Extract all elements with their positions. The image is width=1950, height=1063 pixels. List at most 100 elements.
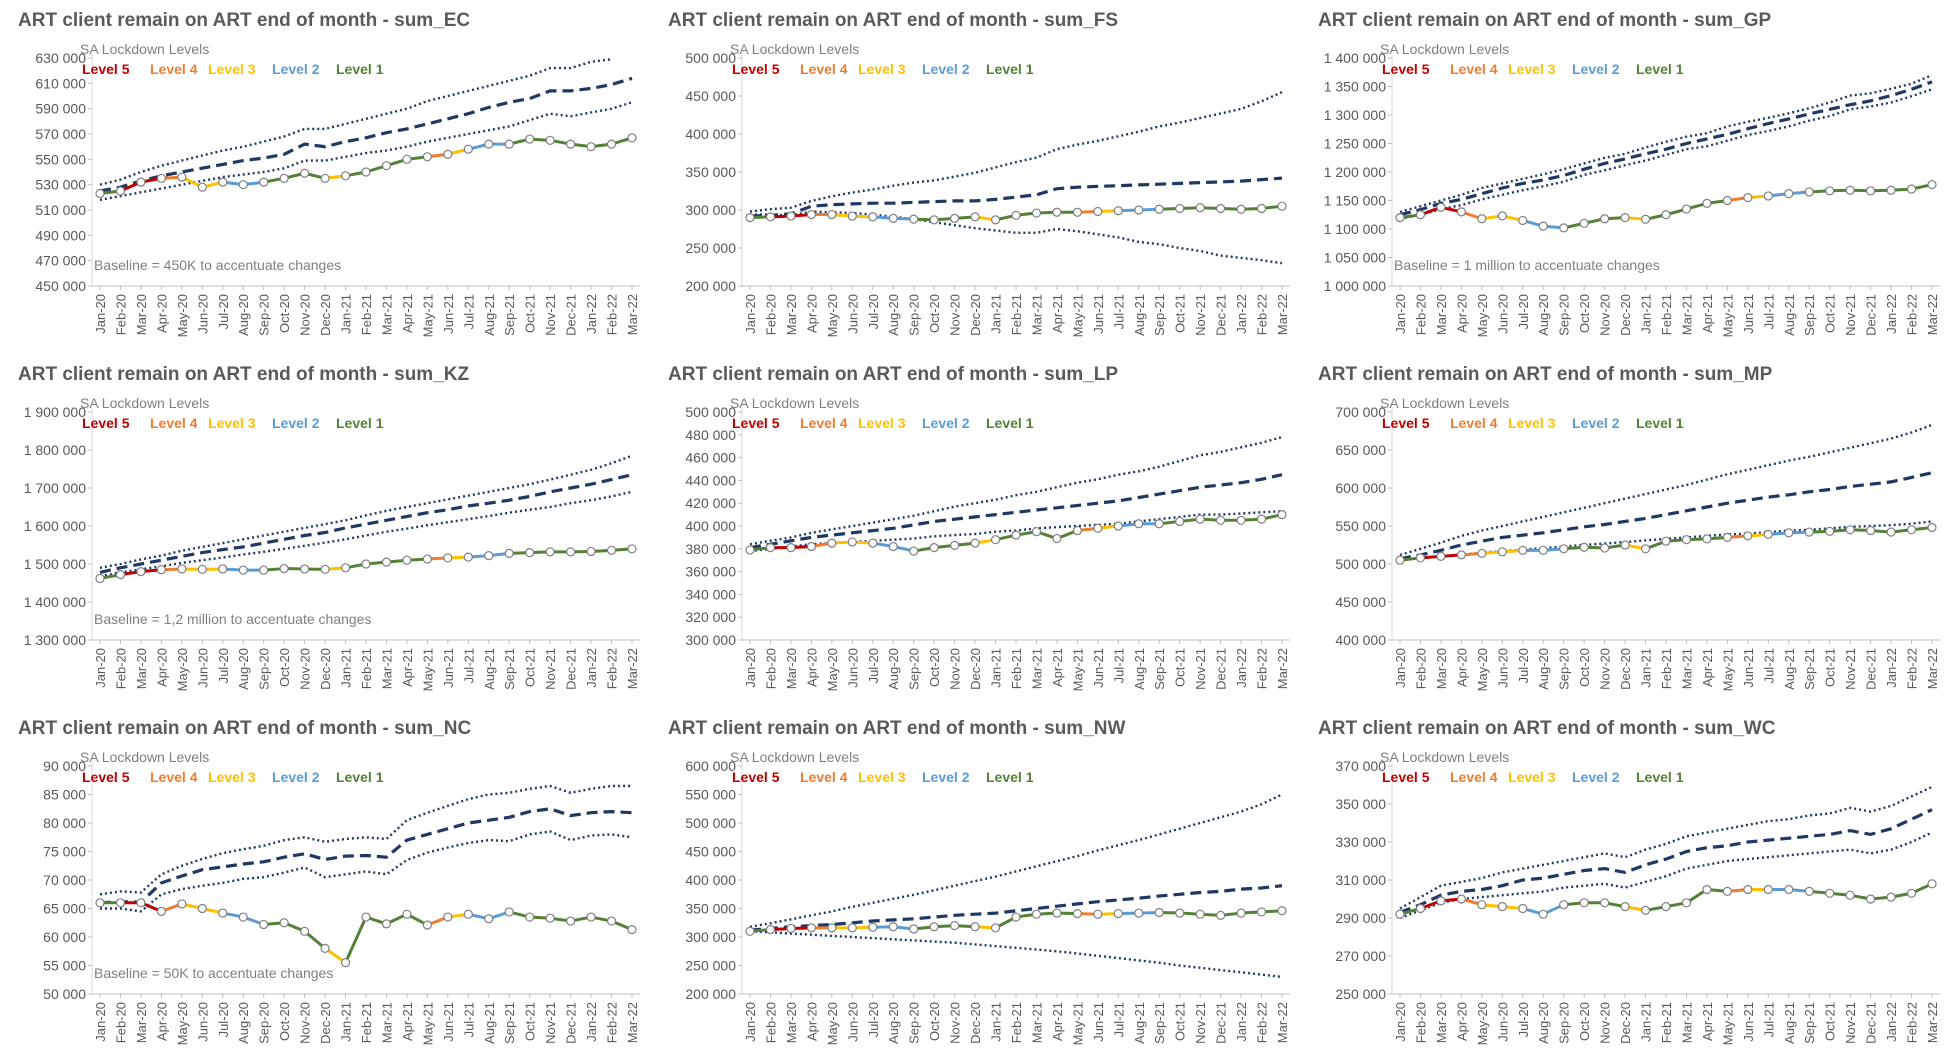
- legend-title: SA Lockdown Levels: [730, 395, 859, 411]
- chart-title: ART client remain on ART end of month - …: [18, 718, 472, 739]
- actual-point: [990, 535, 1001, 545]
- x-tick-label: May-21: [1720, 1002, 1735, 1045]
- y-tick-label: 200 000: [685, 278, 736, 294]
- chart-panel-lp: ART client remain on ART end of month - …: [650, 354, 1300, 708]
- chart-panel-ec: ART client remain on ART end of month - …: [0, 0, 650, 354]
- legend-item: Level 4: [1450, 769, 1498, 785]
- y-tick-label: 85 000: [43, 787, 86, 803]
- legend-item: Level 4: [800, 415, 848, 431]
- x-tick-label: Aug-21: [482, 1002, 497, 1044]
- x-tick-label: Aug-21: [1132, 1002, 1147, 1044]
- x-tick-label: Feb-20: [763, 294, 778, 335]
- actual-point: [765, 924, 776, 935]
- x-tick-label: Apr-20: [804, 1002, 819, 1041]
- actual-point: [786, 923, 796, 934]
- actual-point: [1216, 203, 1226, 214]
- x-tick-label: Nov-21: [1193, 294, 1208, 336]
- actual-point: [1579, 218, 1589, 228]
- x-tick-label: Feb-22: [1255, 1002, 1270, 1043]
- actual-point: [238, 912, 248, 922]
- x-tick-label: Aug-20: [236, 1002, 251, 1044]
- actual-point: [1620, 902, 1630, 912]
- x-tick-label: Jul-20: [866, 1002, 881, 1037]
- actual-point: [1661, 536, 1671, 546]
- y-tick-label: 400 000: [685, 126, 736, 142]
- x-tick-label: May-20: [175, 294, 190, 337]
- x-tick-label: Aug-21: [482, 294, 497, 336]
- actual-point: [1681, 535, 1692, 545]
- actual-point: [1784, 884, 1794, 895]
- actual-point: [1415, 903, 1426, 914]
- y-tick-label: 1 150 000: [1324, 193, 1386, 209]
- x-tick-label: Jul-20: [1516, 294, 1531, 329]
- actual-point: [361, 912, 371, 922]
- y-tick-label: 450 000: [685, 844, 736, 860]
- x-tick-label: Dec-20: [318, 648, 333, 690]
- actual-point: [259, 565, 269, 575]
- series-forecast-line: [99, 76, 633, 193]
- x-tick-label: Jan-21: [1639, 1002, 1654, 1042]
- x-tick-label: Jan-21: [989, 1002, 1004, 1042]
- x-tick-label: Feb-20: [113, 1002, 128, 1043]
- x-tick-label: Jun-21: [1741, 648, 1756, 688]
- chart-title: ART client remain on ART end of month - …: [668, 10, 1119, 31]
- y-tick-label: 1 100 000: [1324, 221, 1386, 237]
- actual-point: [1277, 201, 1287, 211]
- y-tick-label: 590 000: [35, 101, 86, 117]
- actual-point: [545, 913, 555, 923]
- y-tick-label: 1 200 000: [1324, 164, 1386, 180]
- x-tick-label: Sep-21: [1802, 294, 1817, 336]
- x-tick-label: Apr-20: [804, 294, 819, 333]
- x-tick-label: Jun-21: [1741, 294, 1756, 334]
- actual-point: [1395, 213, 1405, 223]
- x-tick-label: Sep-21: [1802, 1002, 1817, 1044]
- y-tick-label: 250 000: [1335, 986, 1386, 1002]
- y-tick-label: 1 700 000: [24, 480, 86, 496]
- actual-point: [627, 544, 637, 554]
- actual-point: [1518, 215, 1528, 226]
- y-tick-label: 480 000: [685, 427, 736, 443]
- x-tick-label: Mar-21: [1029, 648, 1044, 689]
- chart-title: ART client remain on ART end of month - …: [1318, 364, 1773, 385]
- actual-point: [586, 546, 596, 557]
- x-tick-label: Nov-20: [948, 1002, 963, 1044]
- x-tick-label: Apr-20: [154, 648, 169, 687]
- x-tick-label: Sep-21: [1152, 648, 1167, 690]
- actual-point: [443, 912, 453, 922]
- legend-item: Level 3: [1508, 769, 1556, 785]
- x-tick-label: Nov-21: [1193, 1002, 1208, 1044]
- x-tick-label: Dec-21: [564, 1002, 579, 1044]
- actual-point: [1722, 886, 1732, 896]
- x-tick-label: Feb-22: [605, 1002, 620, 1043]
- x-tick-label: Jul-20: [1516, 1002, 1531, 1037]
- chart-svg: 450 000 470 000 490 000 510 000 530 000 550 0…: [35, 41, 640, 337]
- x-tick-label: Dec-21: [1864, 294, 1879, 336]
- legend-item: Level 5: [1382, 769, 1430, 785]
- y-tick-label: 310 000: [1335, 872, 1386, 888]
- actual-point: [1845, 890, 1855, 900]
- legend-item: Level 1: [1636, 415, 1684, 431]
- x-tick-label: Nov-20: [948, 294, 963, 336]
- chart-title: ART client remain on ART end of month - …: [1318, 718, 1776, 739]
- x-tick-label: May-21: [1070, 1002, 1085, 1045]
- actual-point: [1866, 525, 1876, 536]
- y-tick-label: 250 000: [685, 240, 736, 256]
- x-tick-label: Jan-22: [1884, 294, 1899, 334]
- actual-point: [1195, 909, 1205, 919]
- y-tick-label: 75 000: [43, 844, 86, 860]
- actual-point: [238, 565, 248, 575]
- y-tick-label: 630 000: [35, 50, 86, 66]
- actual-point: [847, 923, 857, 933]
- x-tick-label: Oct-20: [927, 1002, 942, 1041]
- x-tick-label: Apr-21: [400, 648, 415, 687]
- x-tick-label: Jan-22: [584, 648, 599, 688]
- x-tick-label: May-20: [175, 648, 190, 691]
- x-tick-label: Oct-21: [1823, 1002, 1838, 1041]
- actual-point: [484, 914, 494, 924]
- x-tick-label: Dec-21: [1864, 648, 1879, 690]
- x-tick-label: Feb-21: [1009, 648, 1024, 689]
- legend-item: Level 5: [82, 769, 130, 785]
- actual-point: [1681, 898, 1692, 908]
- actual-point: [1845, 525, 1855, 535]
- x-tick-label: Feb-22: [1255, 294, 1270, 335]
